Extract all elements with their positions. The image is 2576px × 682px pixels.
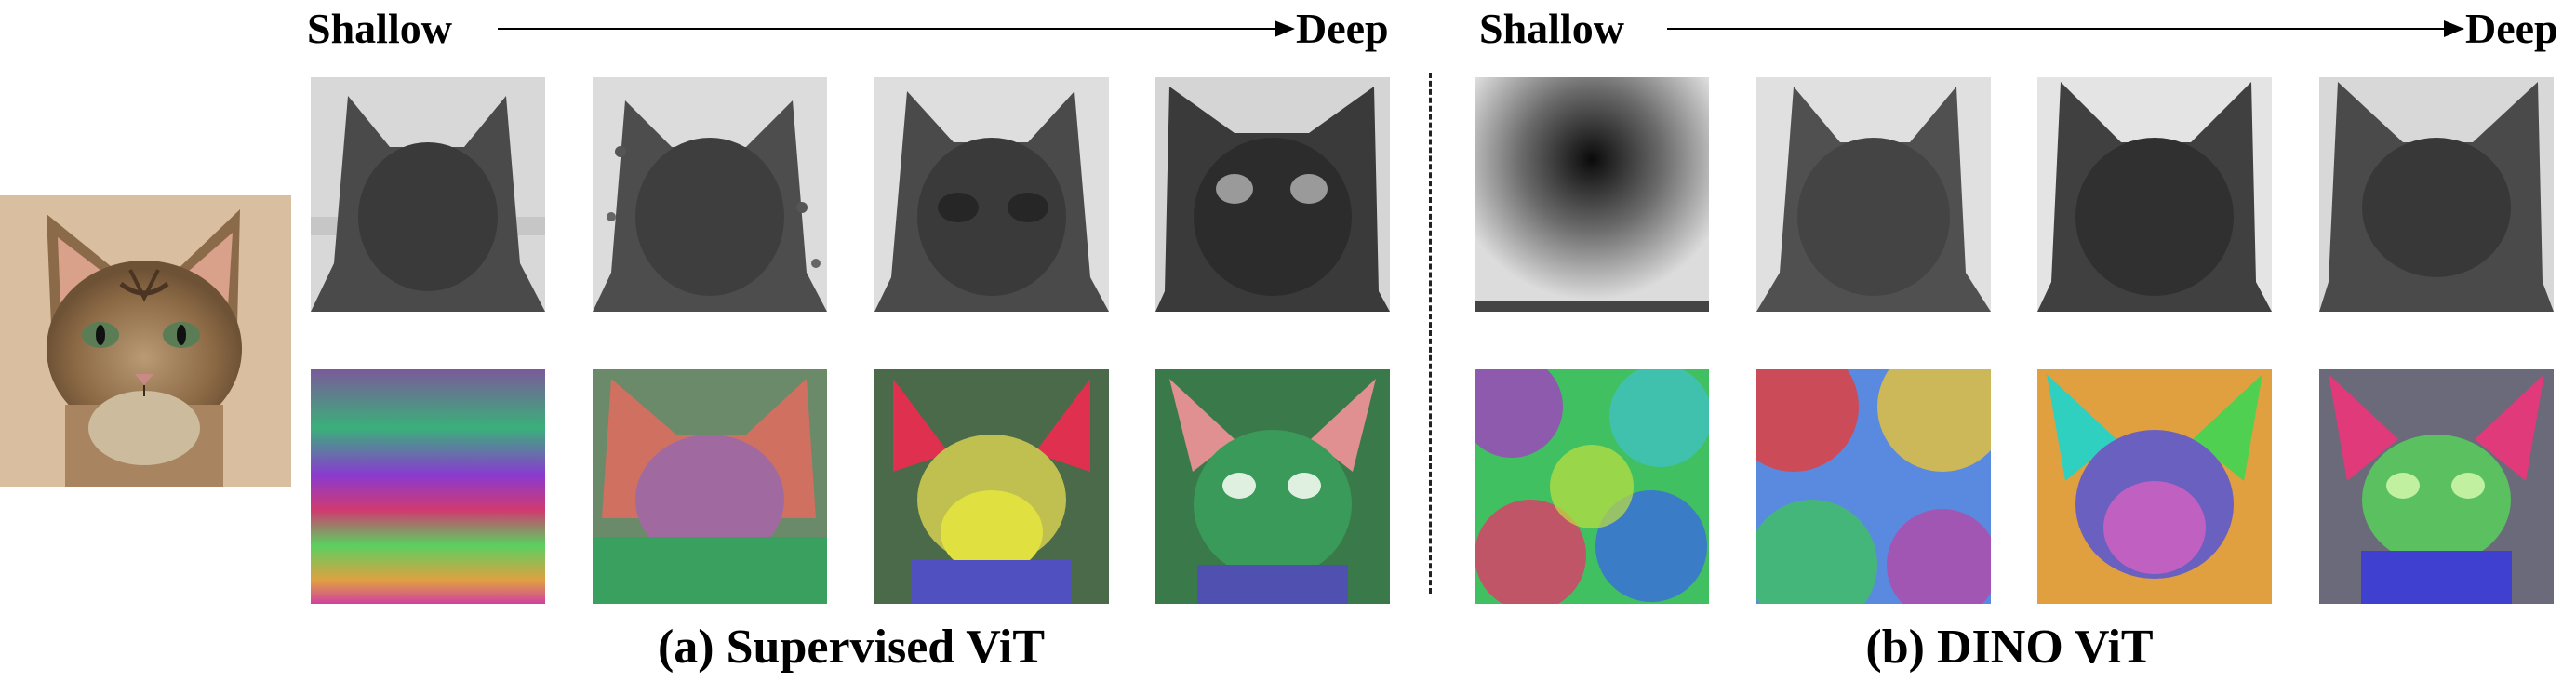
sup-rgb-3	[874, 369, 1109, 604]
sup-gray-4	[1155, 77, 1390, 312]
sup-rgb-2	[593, 369, 827, 604]
sup-rgb-1	[311, 369, 545, 604]
panel-divider	[1429, 73, 1432, 594]
header-right-deep: Deep	[2465, 5, 2558, 52]
header-left-deep: Deep	[1296, 5, 1389, 52]
header-left-shallow: Shallow	[307, 5, 452, 52]
header-left-arrow	[498, 28, 1277, 30]
dino-gray-4	[2319, 77, 2554, 312]
sup-rgb-4	[1155, 369, 1390, 604]
header-right-arrowhead	[2444, 20, 2464, 37]
dino-gray-1	[1475, 77, 1709, 312]
dino-rgb-3	[2037, 369, 2272, 604]
caption-dino-vit: (b) DINO ViT	[1865, 621, 2154, 674]
sup-gray-1	[311, 77, 545, 312]
dino-rgb-1	[1475, 369, 1709, 604]
header-right-arrow	[1667, 28, 2447, 30]
dino-rgb-4	[2319, 369, 2554, 604]
caption-supervised-vit: (a) Supervised ViT	[657, 621, 1046, 674]
dino-gray-3	[2037, 77, 2272, 312]
input-cat-image	[0, 195, 291, 487]
sup-gray-2	[593, 77, 827, 312]
header-right-shallow: Shallow	[1479, 5, 1624, 52]
sup-gray-3	[874, 77, 1109, 312]
dino-rgb-2	[1756, 369, 1991, 604]
dino-gray-2	[1756, 77, 1991, 312]
header-left-arrowhead	[1275, 20, 1295, 37]
